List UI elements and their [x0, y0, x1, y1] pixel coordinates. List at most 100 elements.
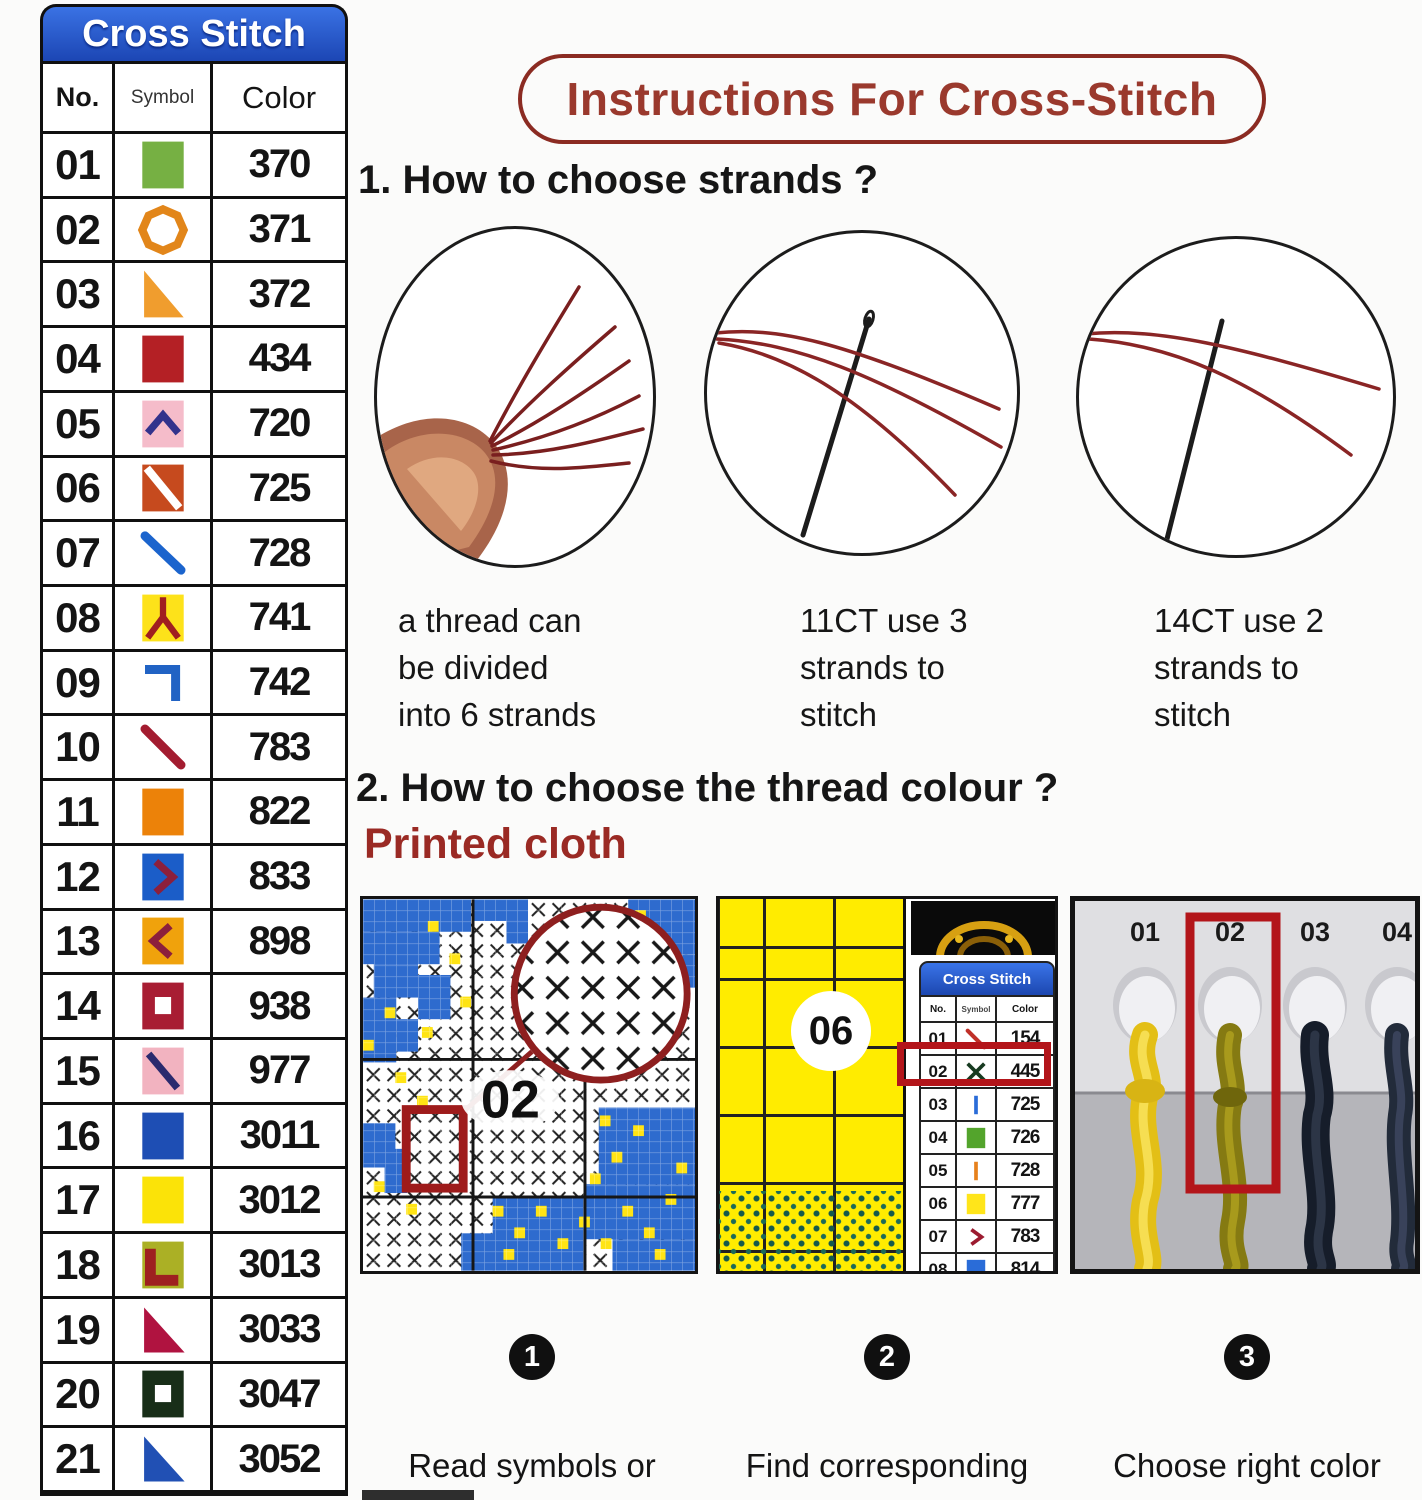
stripe-on-rust-icon: [141, 465, 184, 512]
mini-row: 08 814: [919, 1254, 1055, 1271]
mini-row: 06 777: [919, 1188, 1055, 1221]
step-1-caption: Read symbols or numbers: [408, 1446, 656, 1500]
yellow-square-icon: [966, 1193, 986, 1214]
orange-vline-icon: [974, 1161, 978, 1180]
section1-heading: 1. How to choose strands ?: [358, 158, 879, 202]
strand-photo-14ct: [1076, 236, 1396, 558]
thread-card-image: 01 02 03 04: [1070, 896, 1420, 1274]
gold-emblem-icon: [936, 921, 1032, 955]
row-color: 977: [213, 1040, 345, 1105]
row-no: 15: [43, 1040, 115, 1105]
hollow-green-square-icon: [141, 1371, 184, 1418]
selected-thread-box: [1185, 912, 1281, 1194]
cloth-chart-image: 06 Cross Stitch No. Symbol Color 01 154 …: [716, 896, 1058, 1274]
row-color: 938: [213, 975, 345, 1040]
row-color: 728: [213, 522, 345, 587]
step-1: 1 Read symbols or numbers: [372, 1286, 692, 1500]
threads: [1125, 1021, 1415, 1269]
mini-legend-title: Cross Stitch: [919, 961, 1055, 997]
row-color: 3012: [213, 1169, 345, 1235]
row-no: 14: [43, 975, 115, 1040]
row-no: 07: [43, 522, 115, 587]
mini-row: 05 728: [919, 1155, 1055, 1188]
caption-divide-strands: a thread can be divided into 6 strands: [398, 602, 597, 733]
row-no: 12: [43, 845, 115, 911]
lt-on-amber-icon: [141, 918, 184, 965]
six-strands-illustration: [377, 285, 645, 565]
magnifier-circle: [510, 903, 691, 1084]
mini-row: 07 783: [919, 1221, 1055, 1254]
strand-photo-divide: [374, 226, 656, 568]
step-2-number: 2: [864, 1333, 910, 1380]
row-no: 04: [43, 328, 115, 393]
row-no: 10: [43, 716, 115, 782]
dark-red-diagonal-icon: [140, 724, 185, 770]
sheet-title: Instructions For Cross-Stitch: [518, 54, 1266, 144]
row-color: 372: [213, 263, 345, 329]
caption-11ct: 11CT use 3 strands to stitch: [800, 602, 968, 733]
gt-on-blue-icon: [141, 853, 184, 901]
highlighted-row-box: [897, 1042, 1051, 1086]
step-2-caption: Find corresponding numbers from the colu…: [745, 1446, 1029, 1500]
printed-cloth-label: Printed cloth: [364, 820, 627, 868]
mini-col-no: No.: [921, 997, 957, 1021]
row-no: 03: [43, 263, 115, 329]
row-color: 720: [213, 392, 345, 458]
thread-label-04: 04: [1382, 917, 1412, 947]
mini-col-color: Color: [1011, 1003, 1039, 1015]
legend-title: Cross Stitch: [40, 4, 348, 61]
blue-triangle-icon: [143, 1436, 185, 1482]
step-3: 3 Choose right color according to the nu…: [1072, 1286, 1422, 1500]
row-color: 3047: [213, 1363, 345, 1429]
crimson-triangle-icon: [143, 1307, 185, 1353]
strand-photo-11ct: [704, 230, 1020, 556]
legend-col-symbol: Symbol: [115, 64, 213, 134]
yellow-square-icon: [141, 1176, 184, 1224]
card-holes: [1113, 967, 1415, 1043]
three-strands-illustration: [713, 309, 1003, 538]
kit-photo-thumbnail: [911, 901, 1055, 955]
row-no: 16: [43, 1104, 115, 1170]
blue-square-icon: [141, 1112, 184, 1159]
orange-octagon-icon: [137, 204, 188, 255]
blue-vline-icon: [974, 1095, 978, 1114]
row-no: 17: [43, 1169, 115, 1235]
cloth-number-badge: 06: [791, 991, 871, 1071]
row-no: 21: [43, 1428, 115, 1493]
row-no: 19: [43, 1298, 115, 1364]
orange-square-icon: [141, 788, 184, 836]
row-color: 822: [213, 781, 345, 846]
diagonal-on-pink-icon: [141, 1047, 184, 1095]
pattern-chart-illustration: 02: [363, 899, 695, 1271]
row-no: 08: [43, 587, 115, 652]
row-color: 3011: [213, 1104, 345, 1170]
row-no: 09: [43, 651, 115, 717]
thread-label-01: 01: [1130, 917, 1160, 947]
row-no: 02: [43, 198, 115, 264]
mini-legend-table: Cross Stitch No. Symbol Color 01 154 02 …: [919, 961, 1055, 1271]
row-color: 3033: [213, 1298, 345, 1364]
step-2: 2 Find corresponding numbers from the co…: [712, 1286, 1062, 1500]
thread-label-02: 02: [1215, 917, 1245, 947]
row-no: 05: [43, 392, 115, 458]
row-no: 13: [43, 910, 115, 976]
blue-square-icon: [966, 1259, 986, 1271]
caption-14ct: 14CT use 2 strands to stitch: [1154, 602, 1324, 733]
row-color: 434: [213, 328, 345, 393]
pattern-chart-image: 02: [360, 896, 698, 1274]
x-symbol-icon: [966, 1061, 986, 1082]
row-color: 725: [213, 457, 345, 523]
row-no: 18: [43, 1234, 115, 1299]
chevron-on-pink-icon: [141, 400, 184, 448]
stitch-dots-area: [719, 1191, 903, 1271]
two-strands-illustration: [1083, 318, 1381, 542]
row-color: 783: [213, 716, 345, 782]
blue-corner-icon: [144, 664, 180, 701]
row-color: 833: [213, 845, 345, 911]
row-no: 11: [43, 781, 115, 846]
gt-symbol-icon: [970, 1227, 985, 1246]
l-on-olive-icon: [141, 1241, 184, 1289]
mini-row: 03 725: [919, 1089, 1055, 1122]
legend-col-color: Color: [213, 64, 345, 134]
